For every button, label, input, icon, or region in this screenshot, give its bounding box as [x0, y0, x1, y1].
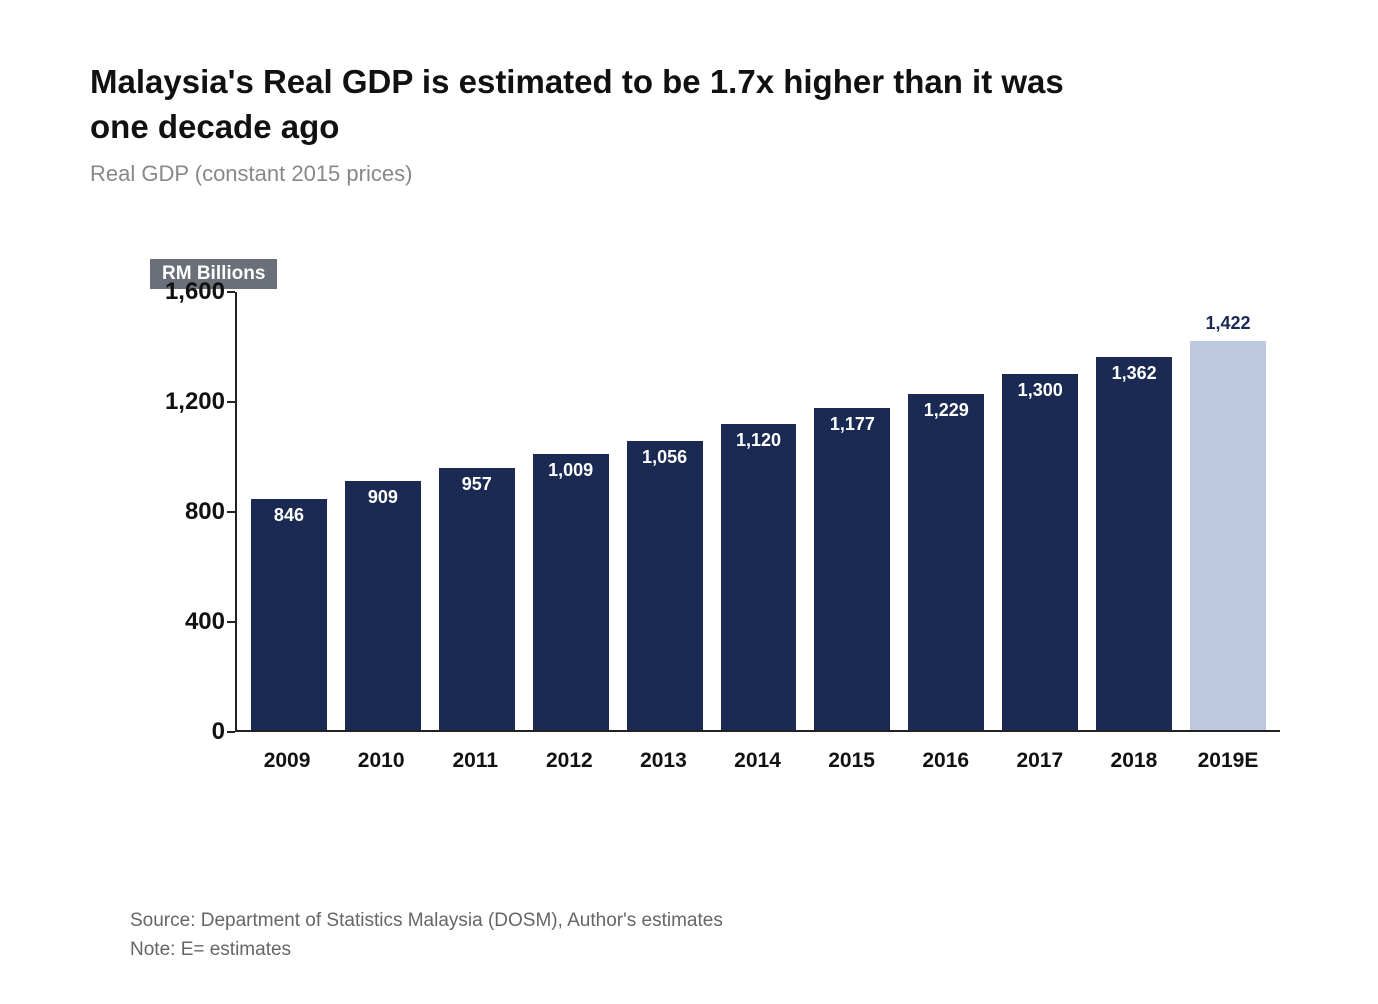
bar-value-label: 1,229	[924, 400, 969, 421]
bar-column: 1,229	[908, 292, 984, 730]
source-text: Source: Department of Statistics Malaysi…	[130, 907, 1288, 936]
x-tick-label: 2019E	[1190, 737, 1266, 787]
y-tick-mark	[227, 401, 235, 403]
chart-footer: Source: Department of Statistics Malaysi…	[130, 907, 1288, 964]
bar: 957	[439, 468, 515, 730]
bar-column: 1,362	[1096, 292, 1172, 730]
bar-column: 1,056	[627, 292, 703, 730]
y-tick-mark	[227, 291, 235, 293]
x-tick-label: 2018	[1096, 737, 1172, 787]
bar-column: 957	[439, 292, 515, 730]
bar-value-label: 1,009	[548, 460, 593, 481]
y-tick-mark	[227, 731, 235, 733]
x-axis-labels: 2009 2010 2011 2012 2013 2014 2015 2016 2017 2018…	[235, 737, 1280, 787]
x-tick-label: 2015	[814, 737, 890, 787]
x-tick-label: 2009	[249, 737, 325, 787]
bar-column: 1,422	[1190, 292, 1266, 730]
bars-group: 846 909 957 1,009 1,056 1,120 1,177 1,229 1,300 1…	[237, 292, 1280, 730]
x-tick-label: 2012	[531, 737, 607, 787]
chart-subtitle: Real GDP (constant 2015 prices)	[90, 161, 1288, 187]
bar-value-label: 1,120	[736, 430, 781, 451]
bar-column: 1,177	[814, 292, 890, 730]
bar-value-label: 1,177	[830, 414, 875, 435]
y-tick-label: 800	[130, 498, 225, 526]
x-tick-label: 2010	[343, 737, 419, 787]
bar: 909	[345, 481, 421, 730]
bar-value-label: 1,300	[1018, 380, 1063, 401]
chart-title: Malaysia's Real GDP is estimated to be 1…	[90, 60, 1090, 149]
bar: 1,177	[814, 408, 890, 730]
bar-column: 1,009	[533, 292, 609, 730]
bar: 1,009	[533, 454, 609, 730]
y-tick-label: 1,600	[130, 278, 225, 306]
plot-area: 846 909 957 1,009 1,056 1,120 1,177 1,229 1,300 1…	[235, 292, 1280, 732]
y-tick-label: 1,200	[130, 388, 225, 416]
y-tick-label: 0	[130, 718, 225, 746]
x-tick-label: 2011	[437, 737, 513, 787]
x-tick-label: 2016	[908, 737, 984, 787]
note-text: Note: E= estimates	[130, 936, 1288, 965]
bar: 1,300	[1002, 374, 1078, 730]
bar-column: 1,120	[721, 292, 797, 730]
bar-value-label: 846	[274, 505, 304, 526]
bar-value-label: 1,056	[642, 447, 687, 468]
bar: 1,362	[1096, 357, 1172, 730]
bar-value-label: 1,362	[1112, 363, 1157, 384]
bar: 1,422	[1190, 341, 1266, 730]
x-tick-label: 2014	[719, 737, 795, 787]
x-tick-label: 2017	[1002, 737, 1078, 787]
bar-column: 909	[345, 292, 421, 730]
bar-value-label: 957	[462, 474, 492, 495]
bar: 1,056	[627, 441, 703, 730]
bar: 846	[251, 499, 327, 731]
bar-column: 846	[251, 292, 327, 730]
bar-value-label: 1,422	[1205, 313, 1250, 334]
chart-container: Malaysia's Real GDP is estimated to be 1…	[0, 0, 1378, 1004]
bar-value-label: 909	[368, 487, 398, 508]
y-tick-mark	[227, 621, 235, 623]
y-tick-mark	[227, 511, 235, 513]
y-tick-label: 400	[130, 608, 225, 636]
x-tick-label: 2013	[625, 737, 701, 787]
bar: 1,120	[721, 424, 797, 731]
bar-column: 1,300	[1002, 292, 1078, 730]
bar: 1,229	[908, 394, 984, 730]
chart-area: RM Billions 04008001,2001,600 8469099571…	[130, 267, 1280, 787]
